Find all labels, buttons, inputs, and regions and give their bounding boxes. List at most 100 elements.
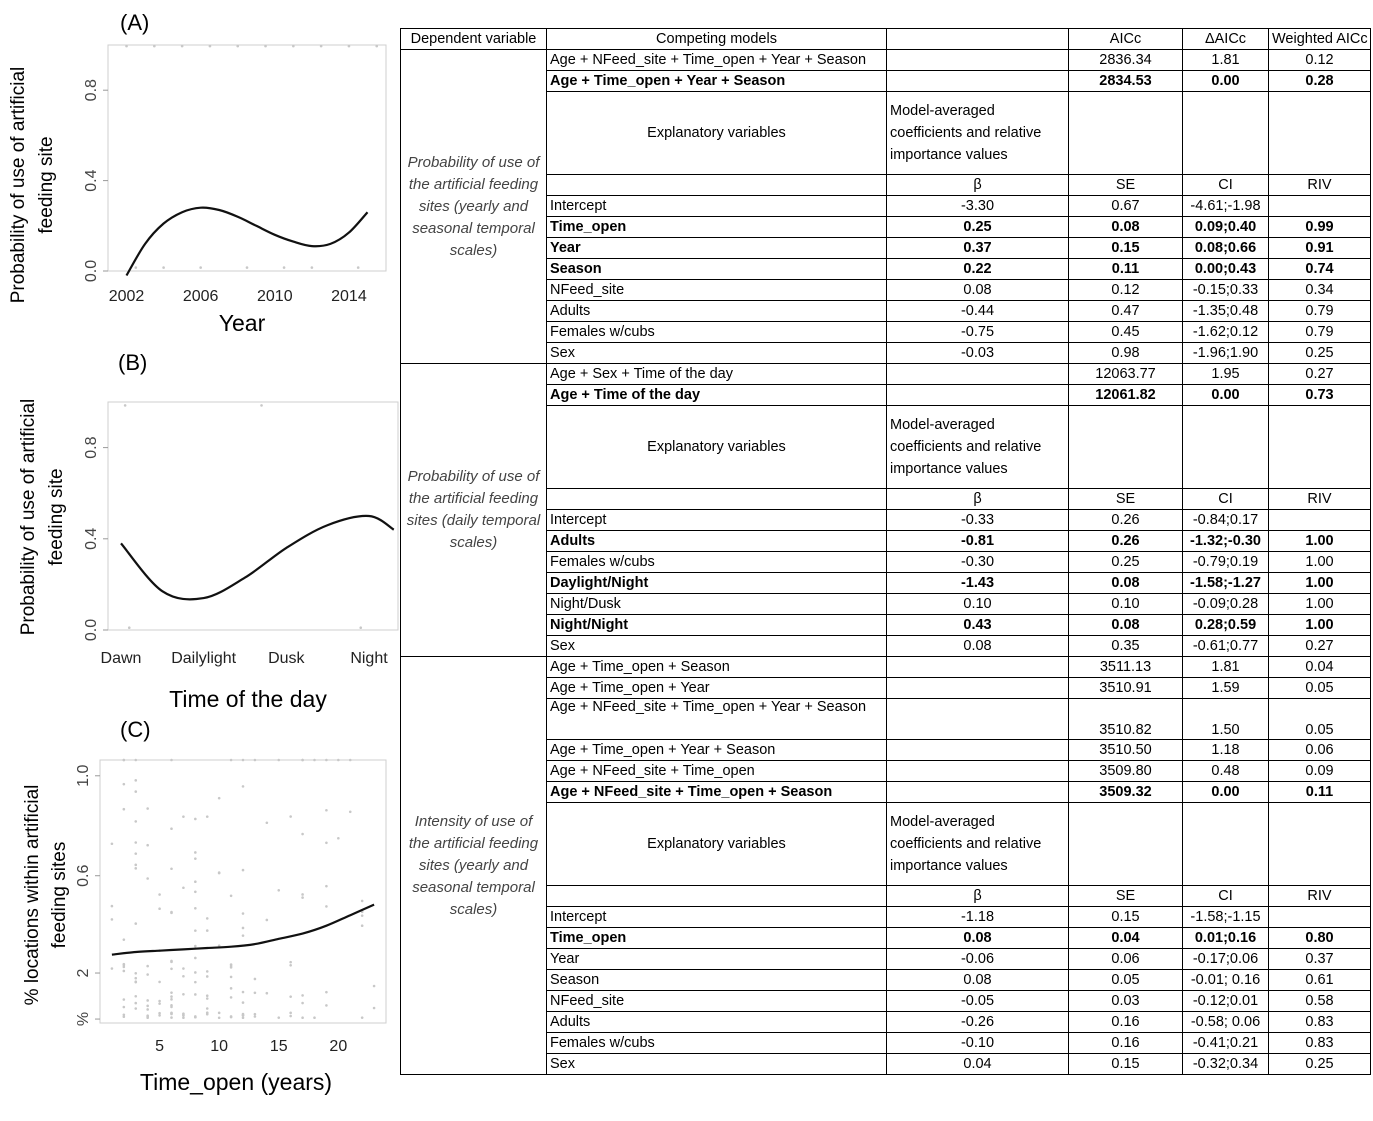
dependent-variable-cell: Probability of use of the artificial fee… [400, 49, 547, 364]
weighted-aicc-cell: 0.09 [1268, 760, 1371, 782]
coef-row: Females w/cubs -0.10 0.16 -0.41;0.21 0.83 [401, 1032, 1371, 1054]
ci-cell: -1.58;-1.27 [1182, 572, 1269, 594]
variable-name-cell: NFeed_site [546, 990, 887, 1012]
weighted-aicc-cell: 0.05 [1268, 677, 1371, 699]
se-cell: 0.26 [1068, 530, 1183, 552]
y-axis-label-line-1: Probability of use of artificial [8, 67, 29, 304]
delta-aicc-cell: 1.18 [1182, 739, 1269, 761]
observation-point [229, 758, 233, 762]
model-name-cell: Age + NFeed_site + Time_open + Year + Se… [546, 698, 887, 740]
ci-cell: 0.28;0.59 [1182, 614, 1269, 636]
model-averaged-header: Model-averaged coefficients and relative… [886, 405, 1069, 489]
observation-point [372, 984, 376, 988]
ci-cell: -1.62;0.12 [1182, 321, 1269, 343]
observation-point [277, 758, 281, 762]
x-tick-label: 2014 [331, 288, 367, 305]
variable-name-cell: Adults [546, 300, 887, 322]
observation-point [182, 992, 185, 996]
observation-point [241, 926, 245, 930]
model-name-cell: Age + Time_open + Season [546, 656, 887, 678]
riv-cell: 0.79 [1268, 300, 1371, 322]
observation-point [325, 808, 328, 812]
ci-cell: -1.32;-0.30 [1182, 530, 1269, 552]
riv-cell: 0.74 [1268, 258, 1371, 280]
ci-cell: -0.09;0.28 [1182, 593, 1269, 615]
variable-name-cell: Daylight/Night [546, 572, 887, 594]
observation-point [229, 894, 233, 898]
plot-frame [99, 759, 387, 1024]
variable-name-cell: Time_open [546, 216, 887, 238]
observation-point [241, 758, 245, 762]
observation-point [122, 963, 126, 967]
observation-point [217, 1011, 221, 1015]
observation-point [170, 995, 173, 998]
observation-point [146, 973, 149, 976]
observation-point [134, 758, 138, 762]
observation-point [205, 975, 209, 978]
observation-point [158, 1011, 161, 1015]
observation-point [205, 917, 209, 920]
observation-point [229, 1015, 233, 1018]
header-cell: Weighted AICc [1268, 28, 1371, 50]
se-cell: 0.12 [1068, 279, 1183, 301]
se-cell: 0.25 [1068, 551, 1183, 573]
observation-point [347, 44, 351, 48]
observation-point [182, 967, 185, 970]
x-tick-label: Dawn [101, 650, 142, 667]
coef-row: NFeed_site -0.05 0.03 -0.12;0.01 0.58 [401, 990, 1371, 1012]
y-tick-label: 2 [75, 968, 92, 977]
y-axis-label-line-2: feeding sites [49, 842, 70, 949]
ci-cell: -0.58; 0.06 [1182, 1011, 1269, 1033]
observation-point [134, 994, 138, 998]
observation-point [158, 1002, 161, 1005]
observation-point [194, 993, 197, 996]
observation-point [241, 868, 245, 872]
coef-header-row: β SE CI RIV [401, 488, 1371, 510]
observation-point [194, 956, 197, 960]
coef-header-cell: β [886, 488, 1069, 510]
blank-cell [886, 760, 1069, 782]
observation-point [277, 1016, 281, 1019]
explanatory-header-row: Explanatory variables Model-averaged coef… [401, 91, 1371, 175]
coef-header-cell: CI [1182, 174, 1269, 196]
observation-point [134, 790, 138, 793]
observation-point [146, 843, 149, 847]
coef-row: Night/Night 0.43 0.08 0.28;0.59 1.00 [401, 614, 1371, 636]
observation-point [194, 890, 197, 894]
variable-name-cell: Year [546, 948, 887, 970]
dependent-variable-cell: Probability of use of the artificial fee… [400, 363, 547, 657]
ci-cell: -1.35;0.48 [1182, 300, 1269, 322]
aicc-cell: 2834.53 [1068, 70, 1183, 92]
blank-cell [1268, 91, 1371, 175]
coef-header-cell: RIV [1268, 488, 1371, 510]
observation-point [217, 796, 221, 800]
observation-point [194, 944, 197, 948]
observation-point [264, 44, 267, 48]
observation-point [170, 967, 173, 971]
coef-header-row: β SE CI RIV [401, 174, 1371, 196]
ci-cell: -0.61;0.77 [1182, 635, 1269, 657]
riv-cell: 0.99 [1268, 216, 1371, 238]
delta-aicc-cell: 0.00 [1182, 384, 1269, 406]
blank-cell [1268, 405, 1371, 489]
observation-point [325, 905, 328, 908]
observation-point [265, 821, 269, 825]
observation-point [337, 836, 340, 840]
observation-point [170, 758, 173, 762]
blank-cell [1068, 802, 1183, 886]
observation-point [146, 807, 149, 810]
y-axis-label-line-2: feeding site [46, 468, 67, 565]
y-tick-label: 0.4 [83, 528, 100, 550]
variable-name-cell: Females w/cubs [546, 551, 887, 573]
y-tick-label: 0.6 [75, 865, 92, 887]
model-name-cell: Age + Time of the day [546, 384, 887, 406]
coef-row: Season 0.08 0.05 -0.01; 0.16 0.61 [401, 969, 1371, 991]
observation-point [122, 1013, 126, 1017]
model-name-cell: Age + Time_open + Year + Season [546, 739, 887, 761]
observation-point [153, 44, 156, 48]
observation-point [110, 842, 114, 846]
beta-cell: -1.18 [886, 906, 1069, 928]
observation-point [205, 994, 209, 997]
coef-header-cell: RIV [1268, 174, 1371, 196]
observation-point [245, 266, 249, 269]
